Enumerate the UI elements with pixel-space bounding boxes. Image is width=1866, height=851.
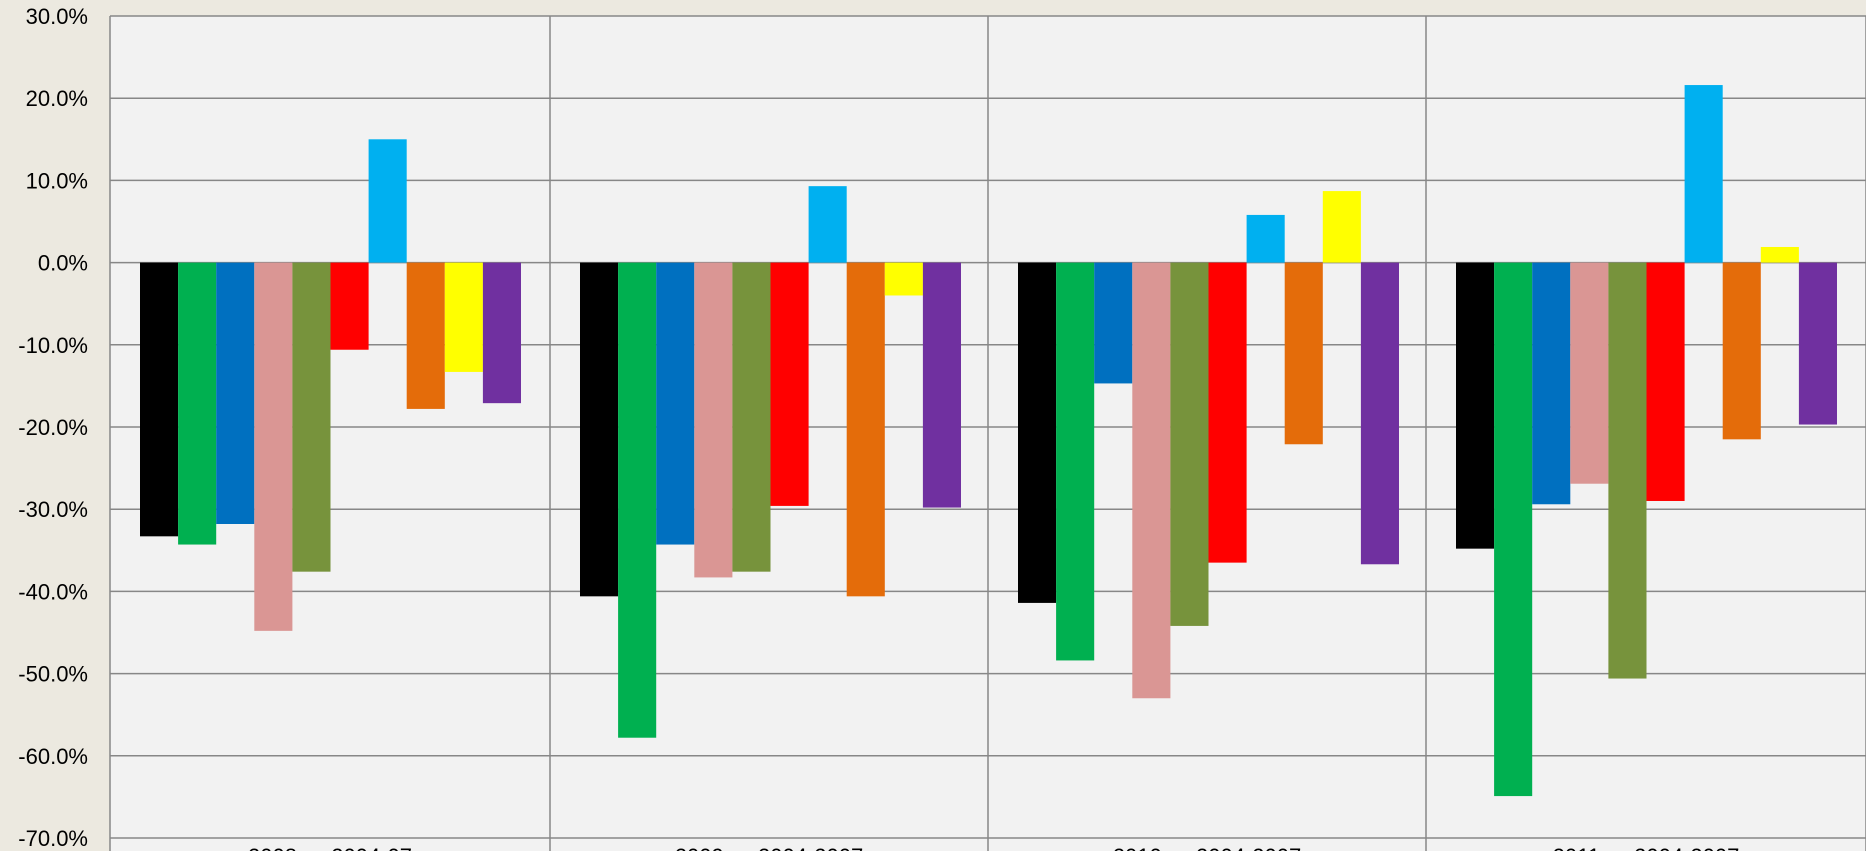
bar [694, 262, 733, 578]
y-tick-label: 20.0% [26, 86, 88, 111]
y-tick-label: 30.0% [26, 4, 88, 29]
bar [1018, 262, 1057, 603]
bar [1246, 214, 1285, 263]
y-tick-label: -30.0% [18, 497, 88, 522]
bar [368, 139, 407, 263]
bar [178, 262, 217, 545]
bar [770, 262, 809, 506]
bar [140, 262, 179, 537]
y-tick-label: 10.0% [26, 168, 88, 193]
y-tick-label: 0.0% [38, 251, 88, 276]
bar [1360, 262, 1399, 565]
bars [140, 85, 1837, 797]
bar [618, 262, 657, 738]
x-category-label: 2010 vs 2004-2007 [1113, 844, 1301, 851]
y-tick-label: -70.0% [18, 826, 88, 851]
bar [292, 262, 331, 572]
bar [1684, 85, 1723, 263]
bar [1608, 262, 1647, 679]
bar [1760, 246, 1799, 263]
bar [1284, 262, 1323, 445]
bar [808, 186, 847, 263]
bar [406, 262, 445, 409]
bar [1722, 262, 1761, 440]
bar [922, 262, 961, 508]
y-axis-tick-labels: 30.0% 20.0% 10.0% 0.0% -10.0% -20.0% -30.0% -40… [18, 4, 88, 851]
bar [1132, 262, 1171, 699]
bar [330, 262, 369, 350]
bar [254, 262, 293, 631]
bar [1494, 262, 1533, 797]
bar [482, 262, 521, 404]
y-tick-label: -60.0% [18, 744, 88, 769]
bar [1456, 262, 1495, 549]
y-tick-label: -10.0% [18, 333, 88, 358]
bar [1646, 262, 1685, 501]
x-axis-category-labels: 2008 vs 2004-07 2009 vs 2004-2007 2010 vs … [248, 844, 1739, 851]
x-category-label: 2011 vs 2004-2007 [1553, 844, 1740, 851]
x-category-label: 2008 vs 2004-07 [248, 844, 412, 851]
bar [1322, 191, 1361, 263]
bar [1094, 262, 1133, 384]
bar [444, 262, 483, 372]
x-category-label: 2009 vs 2004-2007 [675, 844, 863, 851]
y-tick-label: -40.0% [18, 579, 88, 604]
bar [580, 262, 619, 597]
bar [846, 262, 885, 597]
bar [1208, 262, 1247, 563]
bar [656, 262, 695, 545]
bar [216, 262, 255, 524]
bar [1570, 262, 1609, 484]
bar [732, 262, 771, 572]
y-tick-label: -20.0% [18, 415, 88, 440]
bar [884, 262, 923, 296]
bar [1056, 262, 1095, 661]
bar [1532, 262, 1571, 505]
y-tick-label: -50.0% [18, 662, 88, 687]
bar [1798, 262, 1837, 425]
bar [1170, 262, 1209, 626]
